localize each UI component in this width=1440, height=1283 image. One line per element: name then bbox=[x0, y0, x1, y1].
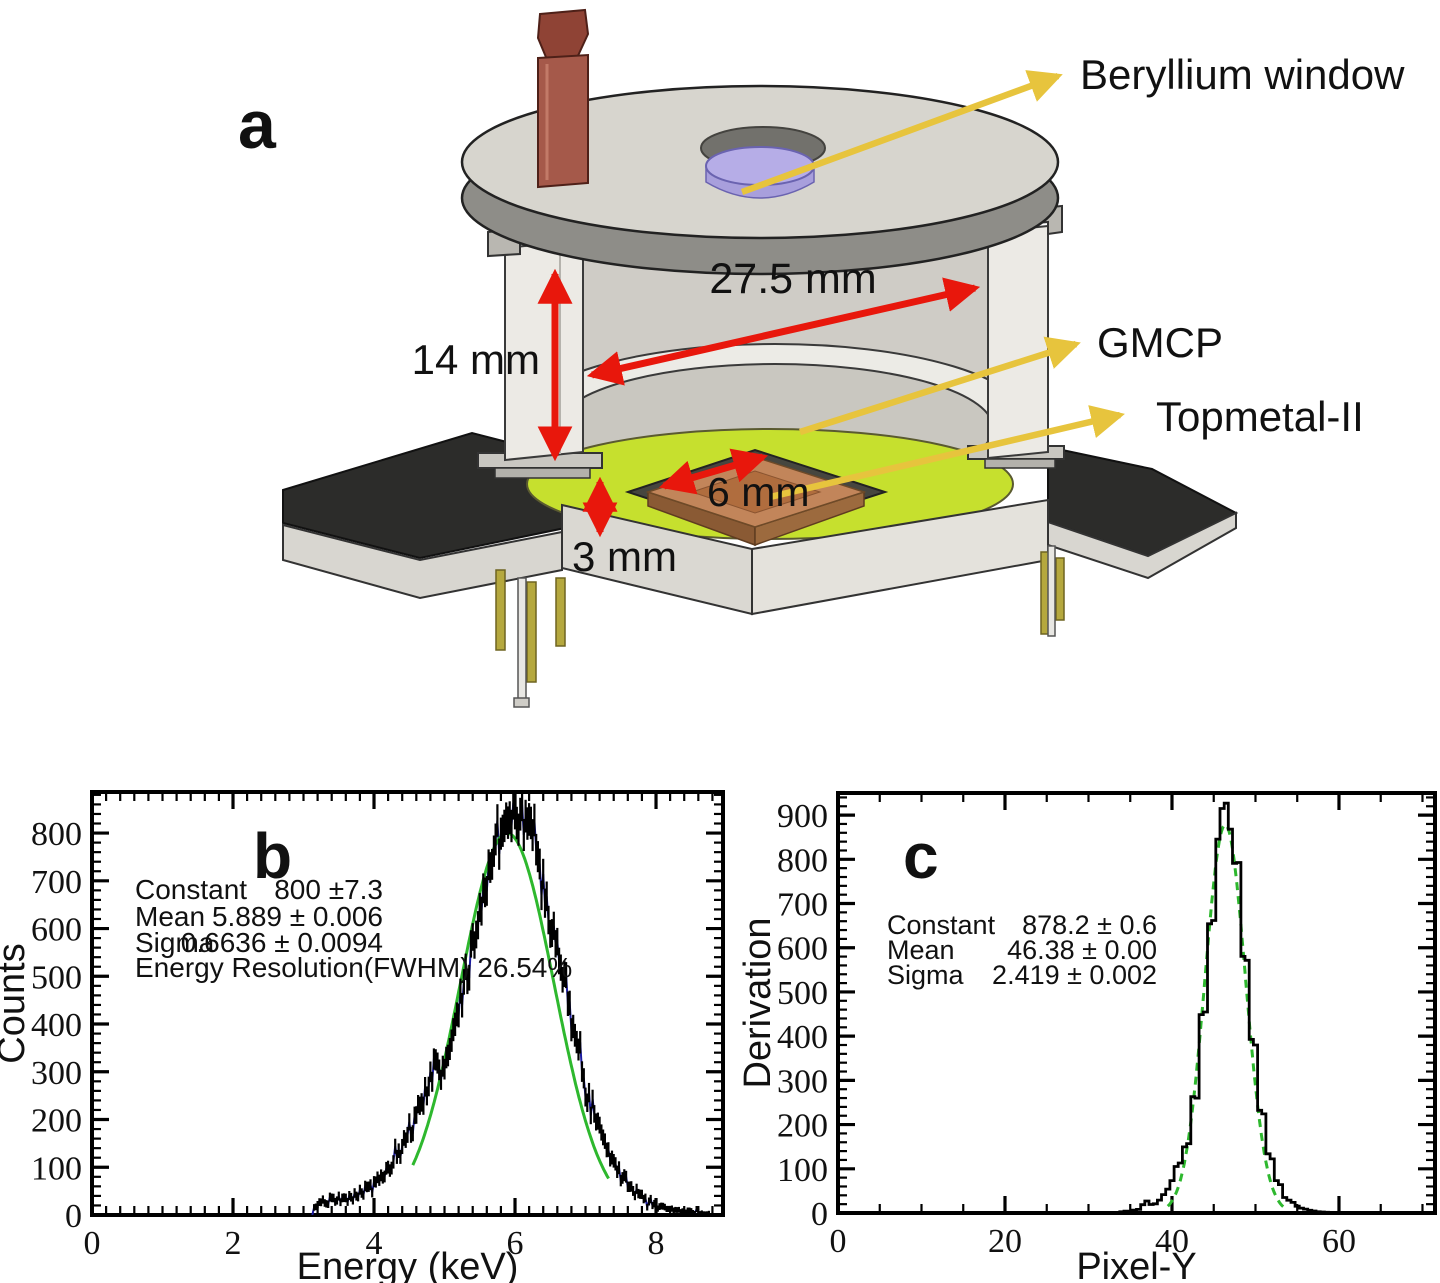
x-tick-label: 0 bbox=[830, 1223, 847, 1260]
stat-value: 878.2 ± 0.6 bbox=[1022, 910, 1157, 940]
panel-letter-b: b bbox=[253, 820, 292, 892]
pipe-tip bbox=[536, 8, 590, 64]
beryllium-arrow bbox=[740, 70, 1063, 196]
dim-27mm-arrow bbox=[586, 277, 981, 386]
dimension-arrows bbox=[537, 268, 981, 538]
y-tick-label: 400 bbox=[31, 1007, 82, 1044]
stat-label: Mean bbox=[135, 901, 205, 932]
pin bbox=[555, 577, 566, 647]
dim-14mm-label: 14 mm bbox=[412, 336, 540, 383]
plot-frame bbox=[836, 791, 1437, 1215]
dim-27mm-label: 27.5 mm bbox=[709, 255, 876, 303]
y-tick-label: 600 bbox=[31, 912, 82, 949]
y-tick-label: 0 bbox=[65, 1198, 82, 1235]
pin-gray bbox=[1047, 545, 1056, 637]
panel-a-letter: a bbox=[238, 87, 277, 163]
stat-value: 46.38 ± 0.00 bbox=[1007, 935, 1157, 965]
stat-label: Sigma bbox=[887, 960, 965, 990]
chart-c: 0 20 40 600100200300400500600700800900Const… bbox=[740, 791, 1437, 1283]
panel-b-energy-spectrum: 0 2 4 6 8 0 100 200 300 400 500 600 700 800 Constant 80… bbox=[0, 790, 725, 1283]
gmcp-arrow bbox=[799, 336, 1081, 436]
histogram-line-b bbox=[311, 802, 710, 1215]
x-tick-label: 6 bbox=[507, 1225, 524, 1262]
stats-box-b: Constant 800 ±7.3 Mean 5.889 ± 0.006Sigma0.… bbox=[135, 874, 572, 983]
y-tick-label: 200 bbox=[31, 1103, 82, 1140]
x-tick-label: 20 bbox=[988, 1223, 1022, 1260]
topmetal-arrow bbox=[769, 405, 1125, 501]
x-tick-label: 60 bbox=[1322, 1223, 1356, 1260]
y-tick-label: 900 bbox=[777, 798, 828, 835]
fit-curve-b bbox=[411, 831, 610, 1180]
stat-value: 800 ±7.3 bbox=[274, 874, 383, 905]
x-tick-label: 2 bbox=[225, 1225, 242, 1262]
y-tick-label: 0 bbox=[811, 1196, 828, 1233]
y-tick-label: 300 bbox=[777, 1063, 828, 1100]
stat-extra: Energy Resolution(FWHM) 26.54% bbox=[135, 952, 572, 983]
x-tick-label: 4 bbox=[366, 1225, 383, 1262]
right-wall-cut-face bbox=[987, 224, 1049, 460]
stat-label: Sigma bbox=[135, 927, 215, 958]
y-axis-title-b: Counts bbox=[0, 943, 33, 1063]
y-tick-label: 100 bbox=[777, 1152, 828, 1189]
chart-b: 0 2 4 6 8 0 100 200 300 400 500 600 700 800 Constant 80… bbox=[0, 790, 725, 1283]
stat-label: Constant bbox=[887, 910, 996, 940]
dim-3mm-label: 3 mm bbox=[572, 533, 677, 580]
y-tick-label: 500 bbox=[31, 959, 82, 996]
x-tick-label: 8 bbox=[648, 1225, 665, 1262]
x-axis-title-b: Energy (keV) bbox=[297, 1246, 519, 1283]
errorbars-b bbox=[313, 792, 711, 1215]
stat-value: 0.6636 ± 0.0094 bbox=[181, 927, 383, 958]
y-tick-label: 600 bbox=[777, 931, 828, 968]
stats-box-c: Constant 878.2 ± 0.6 Mean 46.38 ± 0.00 Sigma… bbox=[887, 910, 1157, 990]
gas-inlet-pipe bbox=[536, 8, 590, 189]
gmcp-label: GMCP bbox=[1097, 319, 1223, 366]
x-tick-label: 0 bbox=[84, 1225, 101, 1262]
series-b bbox=[311, 792, 711, 1215]
x-tick-label: 40 bbox=[1155, 1223, 1189, 1260]
panel-c-pixel-projection: 0 20 40 600100200300400500600700800900Const… bbox=[740, 791, 1437, 1283]
y-tick-label: 200 bbox=[777, 1108, 828, 1145]
y-tick-label: 100 bbox=[31, 1150, 82, 1187]
series-c bbox=[1069, 801, 1433, 1213]
pin-gray bbox=[517, 577, 527, 701]
stat-value: 5.889 ± 0.006 bbox=[212, 901, 383, 932]
y-tick-label: 400 bbox=[777, 1019, 828, 1056]
topmetal-label: Topmetal-II bbox=[1156, 393, 1364, 440]
annotation-arrows bbox=[740, 70, 1125, 501]
axes-b bbox=[90, 792, 723, 1217]
pin-foot bbox=[513, 697, 530, 708]
y-tick-label: 300 bbox=[31, 1055, 82, 1092]
panel-a-detector-diagram: a Beryllium window GMCP Topmetal-II 27.5… bbox=[238, 8, 1405, 708]
pin bbox=[1055, 557, 1065, 621]
pipe-shaft bbox=[537, 53, 589, 189]
stat-value: 2.419 ± 0.002 bbox=[992, 960, 1157, 990]
histogram-steps-c bbox=[1069, 801, 1433, 1213]
y-tick-label: 800 bbox=[31, 816, 82, 853]
x-axis-title-c: Pixel-Y bbox=[1076, 1246, 1196, 1283]
device-lid bbox=[460, 84, 1060, 276]
dim-6mm-arrow bbox=[658, 448, 769, 495]
y-axis-title-c: Derivation bbox=[740, 917, 779, 1088]
stat-label: Mean bbox=[887, 935, 955, 965]
beryllium-window bbox=[705, 146, 815, 186]
right-wall-foot-lower bbox=[984, 458, 1056, 469]
connector-pins bbox=[495, 545, 1065, 708]
y-tick-label: 700 bbox=[777, 887, 828, 924]
pin bbox=[526, 581, 537, 683]
y-tick-label: 800 bbox=[777, 842, 828, 879]
dim-6mm-label: 6 mm bbox=[707, 469, 810, 515]
beryllium-label: Beryllium window bbox=[1080, 51, 1405, 98]
stat-label: Constant bbox=[135, 874, 247, 905]
y-tick-label: 500 bbox=[777, 975, 828, 1012]
panel-letter-c: c bbox=[903, 820, 939, 892]
pin bbox=[495, 569, 506, 651]
left-wall-foot-lower bbox=[494, 467, 591, 479]
plot-frame bbox=[90, 790, 725, 1217]
y-tick-label: 700 bbox=[31, 864, 82, 901]
base-front-face-left bbox=[282, 523, 563, 600]
